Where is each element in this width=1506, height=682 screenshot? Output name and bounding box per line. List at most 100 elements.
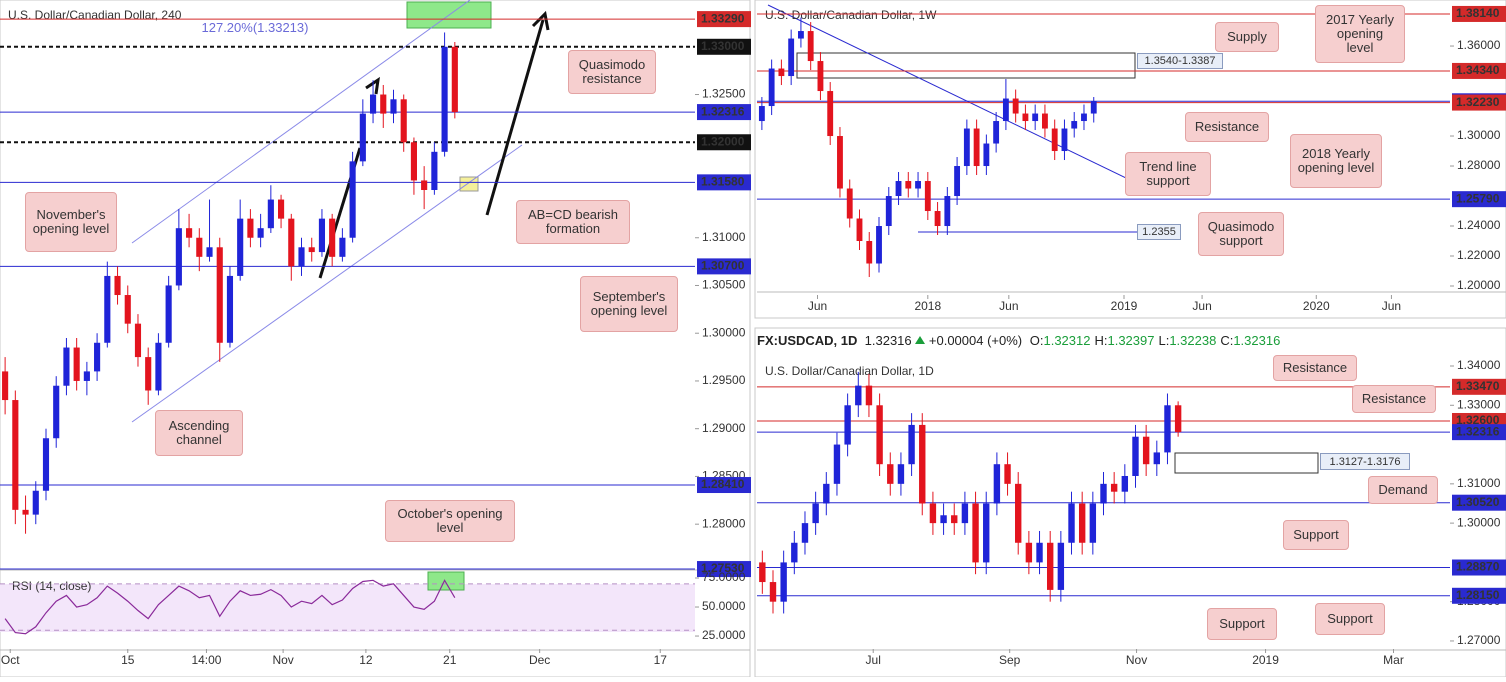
trend-line bbox=[767, 4, 1156, 193]
x-tick-label: Oct bbox=[1, 653, 20, 667]
y-tick-label: 1.31000 bbox=[1457, 476, 1501, 490]
y-tick-label: 1.31000 bbox=[702, 230, 746, 244]
candle-body bbox=[155, 342, 162, 391]
price-label: 1.31580 bbox=[701, 175, 745, 189]
candle-body bbox=[421, 180, 428, 190]
candle-body bbox=[951, 515, 958, 524]
candle-body bbox=[778, 68, 785, 77]
price-label-bg bbox=[1452, 587, 1506, 604]
candle-body bbox=[856, 218, 863, 242]
chart-title: U.S. Dollar/Canadian Dollar, 240 bbox=[8, 8, 182, 22]
x-tick-label: 15 bbox=[121, 653, 135, 667]
annotation: 1.3127-1.3176 bbox=[1320, 453, 1410, 470]
x-tick-label: Jun bbox=[999, 299, 1018, 313]
channel-line bbox=[131, 0, 471, 244]
annotation: 127.20%(1.33213) bbox=[201, 20, 309, 35]
candle-body bbox=[104, 275, 111, 343]
y-tick-label: 1.28000 bbox=[1457, 158, 1501, 172]
supply-zone bbox=[796, 52, 1136, 79]
candle-body bbox=[780, 562, 787, 602]
candle-body bbox=[431, 151, 438, 190]
candle-body bbox=[1089, 503, 1097, 543]
price-label-bg bbox=[697, 38, 751, 55]
candle-body bbox=[257, 228, 264, 238]
candle-body bbox=[897, 464, 905, 484]
candle-body bbox=[278, 199, 285, 219]
candle-body bbox=[1121, 475, 1129, 492]
candle-body bbox=[1100, 483, 1107, 504]
annotation: Support bbox=[1283, 520, 1349, 550]
candle-body bbox=[993, 121, 1000, 144]
price-label: 1.32000 bbox=[701, 134, 745, 148]
demand-zone bbox=[1174, 452, 1319, 474]
y-tick-label: 1.30000 bbox=[1457, 515, 1501, 529]
candle-body bbox=[817, 61, 824, 92]
price-label-bg bbox=[697, 258, 751, 275]
x-tick-label: Dec bbox=[529, 653, 550, 667]
y-tick-label: 1.22000 bbox=[1457, 248, 1501, 262]
candle-body bbox=[1046, 542, 1054, 590]
candle-body bbox=[42, 438, 50, 491]
x-tick-label: 21 bbox=[443, 653, 457, 667]
price-label: 1.28150 bbox=[1456, 588, 1500, 602]
y-tick-label: 1.30500 bbox=[702, 278, 746, 292]
x-tick-label: 2019 bbox=[1111, 299, 1138, 313]
x-tick-label: Mar bbox=[1383, 653, 1404, 667]
ohlc-value: 1.32316 bbox=[1233, 333, 1281, 348]
price-label: 1.25790 bbox=[1456, 191, 1500, 205]
candle-body bbox=[380, 94, 387, 114]
candle-body bbox=[887, 464, 894, 484]
candle-body bbox=[1032, 113, 1039, 122]
ohlc: O:1.32312 H:1.32397 L:1.32238 C:1.32316 bbox=[1026, 333, 1281, 348]
arrow-head bbox=[365, 76, 380, 95]
ohlc-label: O: bbox=[1029, 333, 1044, 348]
candle-body bbox=[993, 464, 1001, 504]
candle-body bbox=[768, 68, 775, 107]
price-label: 1.27530 bbox=[701, 561, 745, 575]
annotation: Supply bbox=[1215, 22, 1279, 52]
x-tick-label: Nov bbox=[1126, 653, 1147, 667]
candle-body bbox=[812, 503, 819, 524]
y-tick-label: 1.30000 bbox=[1457, 128, 1501, 142]
candle-body bbox=[791, 542, 798, 563]
candle-body bbox=[1153, 452, 1161, 465]
candle-body bbox=[73, 347, 80, 381]
candle-body bbox=[1004, 464, 1011, 484]
candle-body bbox=[196, 237, 203, 257]
last-price: 1.32316 bbox=[864, 333, 912, 348]
y-tick-label: 1.36000 bbox=[1457, 38, 1501, 52]
candle-body bbox=[1015, 483, 1022, 543]
candle-body bbox=[919, 424, 926, 504]
candle-body bbox=[876, 226, 882, 264]
candle-body bbox=[823, 483, 830, 504]
chart-title: RSI (14, close) bbox=[12, 579, 91, 593]
candle-body bbox=[1051, 128, 1058, 152]
price-label-bg bbox=[697, 174, 751, 191]
candle-body bbox=[247, 218, 254, 238]
annotation: Resistance bbox=[1273, 355, 1357, 381]
annotation: Trend line support bbox=[1125, 152, 1211, 196]
y-tick-label: 1.33000 bbox=[1457, 397, 1501, 411]
price-label: 1.34340 bbox=[1456, 63, 1500, 77]
candle-body bbox=[339, 237, 346, 257]
price-label-bg bbox=[697, 11, 751, 28]
annotation: September's opening level bbox=[580, 276, 678, 332]
price-label-bg bbox=[1452, 378, 1506, 395]
candle-body bbox=[165, 285, 172, 343]
x-tick-label: 2020 bbox=[1303, 299, 1330, 313]
y-tick-label: 1.29500 bbox=[702, 373, 746, 387]
channel-line bbox=[131, 144, 523, 423]
candle-body bbox=[1022, 113, 1029, 122]
candle-body bbox=[63, 347, 70, 386]
y-tick-label: 1.27000 bbox=[1457, 633, 1501, 647]
candle-body bbox=[1012, 98, 1019, 114]
y-tick-label: 1.20000 bbox=[1457, 278, 1501, 292]
candle-body bbox=[410, 142, 417, 181]
x-tick-label: Sep bbox=[999, 653, 1021, 667]
candle-body bbox=[983, 503, 990, 563]
candle-body bbox=[226, 275, 234, 343]
rsi-overbought-zone bbox=[427, 571, 465, 591]
rsi-line bbox=[4, 579, 456, 635]
candle-body bbox=[1110, 483, 1118, 492]
candle-body bbox=[114, 275, 121, 296]
